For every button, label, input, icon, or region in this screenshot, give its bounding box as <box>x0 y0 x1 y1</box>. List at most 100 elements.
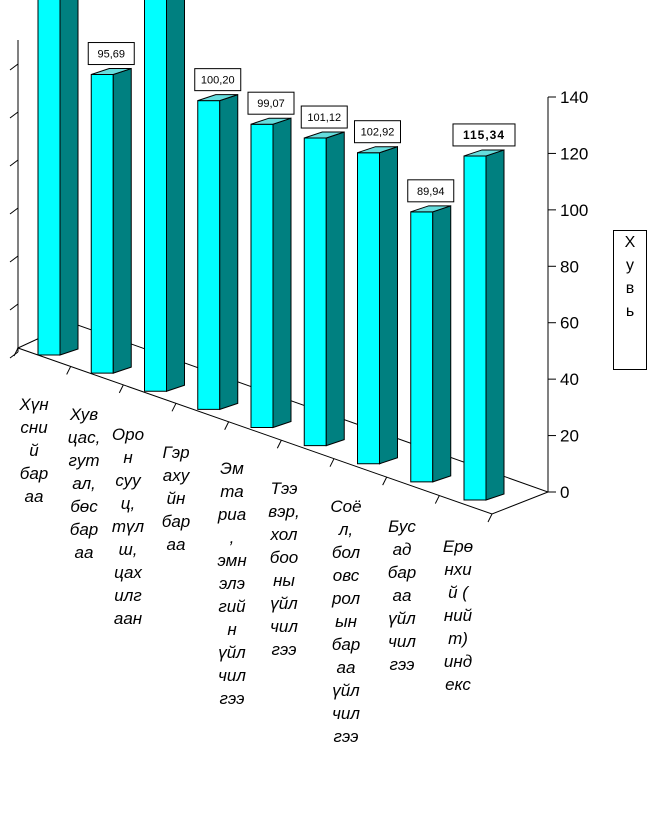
x-tick-label: Ерө нхи й (ний т) инд екс <box>443 537 473 694</box>
chart-bars <box>37 0 505 501</box>
x-tick-label-line: чил <box>218 666 246 685</box>
x-tick-label-line: сни <box>20 418 48 437</box>
bar-front <box>250 123 274 428</box>
y-tick-label: 140 <box>560 88 588 107</box>
x-tick-mark <box>382 476 388 486</box>
x-tick-mark <box>66 366 72 375</box>
bar-top <box>410 205 451 213</box>
x-tick-label-line: ад <box>393 540 412 559</box>
x-tick-label-line: бар <box>20 464 48 483</box>
x-tick-label-line: боо <box>270 548 298 567</box>
x-tick-label-line: аа <box>167 535 186 554</box>
x-tick-label-line: чил <box>388 632 416 651</box>
x-tick-label-line: Эм <box>220 459 244 478</box>
x-tick-label-line: аан <box>114 609 143 628</box>
bar-top <box>304 131 345 139</box>
x-tick-label-line: овс <box>333 566 360 585</box>
x-tick-label-line: инд <box>444 652 472 671</box>
x-tick-mark <box>434 495 440 504</box>
y-tick-label: 80 <box>560 257 579 276</box>
data-label: 100,20 <box>201 75 235 87</box>
x-tick-label-line: гээ <box>219 689 244 708</box>
bar-front <box>463 155 487 501</box>
data-label-box <box>87 42 135 66</box>
chart-y-tick-labels: 0 20 40 60 80 100 120 140 <box>560 88 588 502</box>
bar-front <box>357 152 380 465</box>
x-tick-label-line: бар <box>388 563 416 582</box>
bar-side <box>432 205 452 483</box>
x-tick-label-line: бар <box>162 512 190 531</box>
x-tick-label-line: эмн <box>217 551 247 570</box>
x-tick-label-line: илг <box>114 586 141 605</box>
data-label-box <box>247 91 295 115</box>
y-axis-title-letter: у <box>626 257 634 274</box>
bar-side <box>379 146 398 465</box>
x-tick-label-line: ц, <box>121 494 135 513</box>
x-tick-label-line: үйл <box>388 609 416 628</box>
bar-top <box>357 146 398 154</box>
bar-front <box>90 74 114 374</box>
x-tick-label-line: л, <box>338 520 353 539</box>
x-tick-label: Соё л, бол овс рол ын бар аа үйл чил гээ <box>330 497 361 746</box>
x-tick-label-line: үйл <box>332 681 360 700</box>
data-label: 89,94 <box>417 186 445 198</box>
bar-side <box>59 0 79 356</box>
y-axis-title: Х у в ь <box>613 230 647 370</box>
x-tick-label-line: чил <box>332 704 360 723</box>
x-tick-label-line: хол <box>270 525 298 544</box>
x-tick-label-line: үйл <box>270 594 298 613</box>
bar-side <box>325 131 345 447</box>
y-tick-label: 20 <box>560 427 579 446</box>
x-tick-label-line: риа <box>217 505 246 524</box>
x-tick-label-line: нхи <box>444 560 472 579</box>
bar-side <box>272 117 292 429</box>
x-tick-label: Гэр аху йн бар аа <box>162 443 191 554</box>
left-wall-tick <box>9 255 19 263</box>
bar-front <box>37 0 61 356</box>
x-tick-label-line: й ( <box>448 583 470 602</box>
bar-top <box>197 94 238 102</box>
bar-front <box>303 137 327 447</box>
data-label: 101,12 <box>307 112 341 124</box>
y-tick-label: 0 <box>560 483 569 502</box>
x-tick-mark <box>171 403 177 412</box>
x-tick-label-line: Соё <box>330 497 361 516</box>
x-tick-mark <box>487 513 493 523</box>
y-axis-title-letter: Х <box>624 234 636 251</box>
x-tick-label-line: чил <box>270 617 298 636</box>
y-tick-label: 60 <box>560 314 579 333</box>
x-tick-label-line: Тээ <box>270 479 297 498</box>
x-tick-label: Бус ад бар аа үйл чил гээ <box>388 517 417 674</box>
x-tick-label-line: гээ <box>271 640 296 659</box>
x-tick-label-line: бол <box>332 543 361 562</box>
bar-side <box>219 93 239 411</box>
bar-top <box>250 117 292 125</box>
data-label: 95,69 <box>97 49 125 61</box>
bar-front <box>197 100 221 410</box>
x-tick-mark <box>329 458 335 467</box>
bar-side <box>112 67 132 374</box>
x-tick-label-line: аа <box>75 543 94 562</box>
x-tick-label-line: гээ <box>389 655 414 674</box>
x-tick-label-line: та <box>220 482 243 501</box>
bar-side <box>485 149 505 501</box>
x-tick-label-line: Оро <box>112 425 144 444</box>
bar-top <box>91 68 132 76</box>
data-label: 99,07 <box>257 98 285 110</box>
x-tick-mark <box>276 439 282 449</box>
x-tick-label-line: элэ <box>219 574 245 593</box>
x-tick-label-line: цах <box>114 563 142 582</box>
x-tick-label-line: й <box>29 441 39 460</box>
data-label: 102,92 <box>361 127 395 139</box>
x-tick-label-line: Ерө <box>443 537 473 556</box>
left-wall-tick <box>9 207 19 215</box>
x-tick-label-line: , <box>230 528 235 547</box>
x-tick-label-line: Хув <box>69 405 98 424</box>
x-tick-label-line: бар <box>70 520 98 539</box>
x-tick-mark <box>118 384 124 394</box>
chart-data-labels: 127,4795,69129,83100,2099,07101,12102,92… <box>87 42 516 203</box>
data-label-box <box>452 123 516 147</box>
data-label-box <box>300 105 348 129</box>
x-tick-label: Эм та риа, эмн элэ гий н үйл чил гээ <box>217 459 248 708</box>
